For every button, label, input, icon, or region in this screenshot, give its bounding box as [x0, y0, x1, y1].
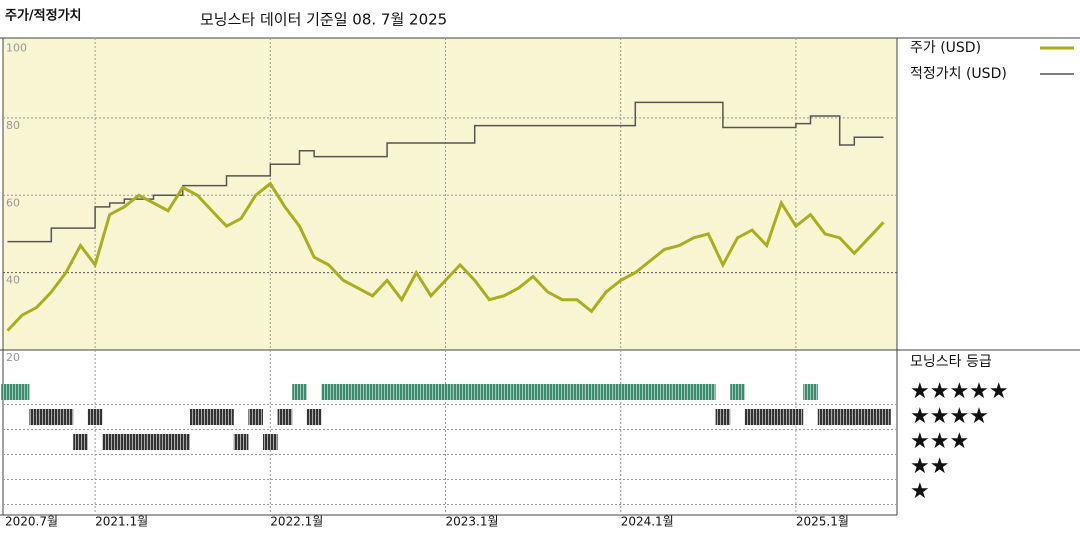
- rating-label: ★★★: [910, 429, 969, 454]
- rating-bar: [44, 409, 59, 425]
- rating-bar: [715, 409, 731, 425]
- rating-bar: [277, 409, 293, 425]
- rating-bar: [701, 384, 716, 400]
- x-tick-label: 2025.1월: [796, 515, 849, 529]
- rating-bar: [759, 409, 774, 425]
- y-tick-label: 80: [6, 119, 20, 132]
- rating-bar: [102, 434, 117, 450]
- rating-bar: [292, 384, 307, 400]
- rating-bar: [204, 409, 220, 425]
- rating-bar: [219, 409, 234, 425]
- rating-bar: [628, 384, 643, 400]
- rating-bar: [876, 409, 891, 425]
- x-tick-label: 2024.1월: [621, 515, 674, 529]
- x-tick-label: 2022.1월: [270, 515, 323, 529]
- rating-bar: [1, 384, 16, 400]
- legend-label: 적정가치 (USD): [910, 66, 1007, 82]
- rating-bar: [642, 384, 658, 400]
- chart-title: 모닝스타 데이터 기준일 08. 7월 2025: [200, 11, 447, 29]
- rating-bar: [423, 384, 439, 400]
- rating-bar: [190, 409, 205, 425]
- rating-bar: [496, 384, 512, 400]
- rating-bar: [774, 409, 789, 425]
- rating-label: ★★: [910, 454, 949, 479]
- rating-bar: [803, 384, 818, 400]
- rating-bar: [744, 409, 760, 425]
- plot-background: [3, 38, 897, 350]
- rating-bar: [482, 384, 497, 400]
- rating-bar: [146, 434, 161, 450]
- rating-bar: [29, 409, 44, 425]
- rating-bar: [263, 434, 278, 450]
- rating-label: ★★★★★: [910, 379, 1009, 404]
- x-tick-label: 2021.1월: [95, 515, 148, 529]
- rating-bar: [817, 409, 833, 425]
- y-label: 주가/적정가치: [5, 8, 82, 24]
- rating-bar: [555, 384, 570, 400]
- rating-bar: [467, 384, 482, 400]
- y-tick-label: 20: [6, 351, 20, 364]
- rating-bar: [452, 384, 468, 400]
- rating-label: ★: [910, 479, 930, 504]
- rating-bar: [657, 384, 672, 400]
- x-tick-label: 2020.7월: [5, 515, 58, 529]
- rating-bar: [847, 409, 862, 425]
- rating-bar: [365, 384, 380, 400]
- rating-bar: [861, 409, 877, 425]
- rating-bar: [584, 384, 599, 400]
- rating-bar: [569, 384, 585, 400]
- series-line: [7, 101, 884, 243]
- rating-bar: [438, 384, 453, 400]
- x-tick-label: 2023.1월: [446, 515, 499, 529]
- rating-bar: [832, 409, 847, 425]
- rating-bar: [73, 434, 88, 450]
- rating-bar: [350, 384, 366, 400]
- rating-bar: [87, 409, 103, 425]
- legend-label: 주가 (USD): [910, 40, 981, 56]
- rating-bar: [233, 434, 249, 450]
- y-tick-label: 60: [6, 196, 20, 209]
- rating-bar: [598, 384, 614, 400]
- rating-bar: [394, 384, 409, 400]
- rating-bar: [160, 434, 176, 450]
- series-line: [6, 181, 885, 332]
- rating-bar: [671, 384, 687, 400]
- rating-bar: [730, 384, 745, 400]
- rating-bar: [175, 434, 190, 450]
- y-tick-label: 100: [6, 42, 27, 55]
- rating-title: 모닝스타 등급: [910, 354, 992, 370]
- rating-bar: [117, 434, 132, 450]
- rating-bar: [306, 409, 322, 425]
- rating-bar: [131, 434, 147, 450]
- rating-bar: [511, 384, 526, 400]
- rating-bar: [788, 409, 804, 425]
- rating-bar: [409, 384, 424, 400]
- rating-bar: [540, 384, 555, 400]
- rating-bar: [248, 409, 263, 425]
- rating-bar: [14, 384, 30, 400]
- rating-bar: [613, 384, 628, 400]
- rating-bar: [321, 384, 336, 400]
- rating-bar: [336, 384, 351, 400]
- rating-bar: [58, 409, 74, 425]
- rating-bar: [525, 384, 541, 400]
- rating-bar: [686, 384, 701, 400]
- rating-bar: [379, 384, 395, 400]
- y-tick-label: 40: [6, 274, 20, 287]
- rating-label: ★★★★: [910, 404, 989, 429]
